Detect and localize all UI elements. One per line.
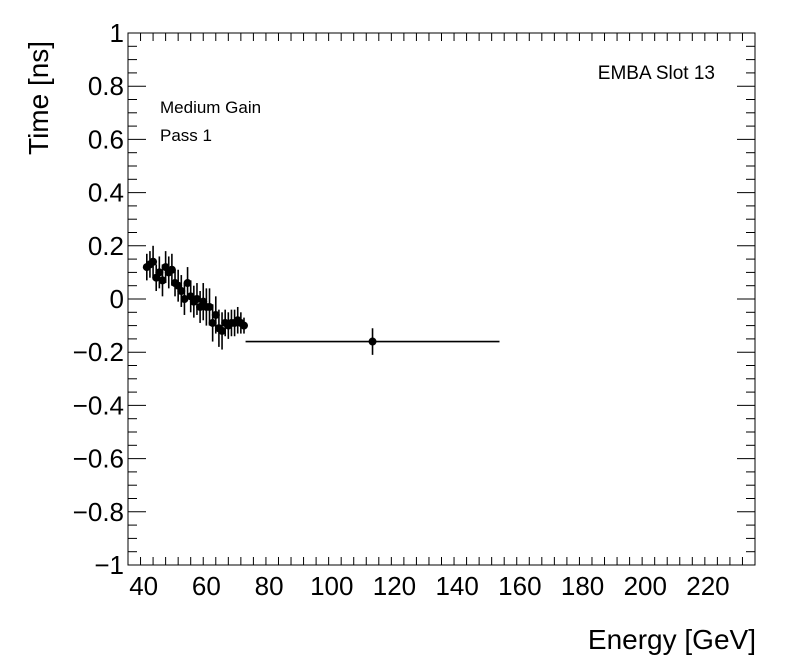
marker — [208, 318, 217, 327]
x-tick-labels: 40 60 80 100 120 140 160 180 200 220 — [129, 571, 729, 601]
data-point — [177, 275, 186, 307]
x-tick-label: 40 — [129, 571, 158, 601]
x-tick-label: 180 — [561, 571, 604, 601]
x-tick-label: 60 — [192, 571, 221, 601]
data-point — [245, 328, 500, 355]
ticks-layer — [127, 32, 756, 566]
y-tick-label: −0.6 — [73, 444, 124, 474]
series-layer — [142, 245, 500, 355]
marker — [167, 265, 176, 274]
y-tick-label: 0.8 — [88, 71, 124, 101]
x-tick-label: 220 — [686, 571, 729, 601]
data-point — [155, 256, 164, 289]
x-tick-label: 120 — [373, 571, 416, 601]
y-tick-label: −1 — [94, 550, 124, 580]
x-tick-label: 200 — [624, 571, 667, 601]
marker — [177, 287, 186, 296]
y-tick-label: −0.4 — [73, 390, 124, 420]
y-tick-label: 0.2 — [88, 231, 124, 261]
marker — [183, 279, 192, 288]
marker — [158, 276, 167, 285]
data-point — [218, 312, 227, 350]
x-tick-label: 160 — [498, 571, 541, 601]
data-point — [192, 283, 201, 315]
x-tick-label: 140 — [435, 571, 478, 601]
marker — [149, 257, 158, 266]
marker — [239, 321, 248, 330]
data-point — [167, 253, 176, 286]
marker — [368, 337, 377, 346]
marker — [205, 302, 214, 311]
marker — [192, 295, 201, 303]
y-tick-label: −0.8 — [73, 497, 124, 527]
data-point — [183, 267, 192, 299]
y-tick-labels: −1 −0.8 −0.6 −0.4 −0.2 0 0.2 0.4 0.6 0.8 1 — [73, 18, 124, 580]
data-point — [149, 245, 158, 278]
y-axis-label: Time [ns] — [23, 41, 54, 155]
annotation-slot: EMBA Slot 13 — [598, 63, 715, 84]
y-tick-label: 1 — [110, 18, 124, 48]
marker — [180, 295, 189, 303]
y-tick-label: 0.6 — [88, 124, 124, 154]
marker — [218, 326, 227, 335]
marker — [211, 310, 220, 319]
data-point — [158, 264, 167, 297]
x-tick-label: 80 — [255, 571, 284, 601]
y-tick-label: 0.4 — [88, 178, 124, 208]
data-point — [239, 317, 248, 334]
data-point — [180, 283, 189, 315]
x-axis-label: Energy [GeV] — [588, 624, 756, 655]
annotation-pass: Pass 1 — [160, 126, 212, 145]
marker — [155, 268, 164, 277]
x-tick-label: 100 — [310, 571, 353, 601]
y-tick-label: 0 — [110, 284, 124, 314]
data-point — [205, 288, 214, 326]
y-tick-label: −0.2 — [73, 337, 124, 367]
annotation-gain: Medium Gain — [160, 98, 261, 117]
data-point — [208, 304, 217, 342]
